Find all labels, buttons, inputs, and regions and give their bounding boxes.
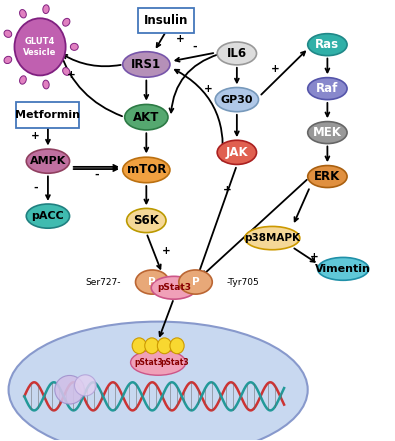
Text: +: + bbox=[223, 185, 231, 195]
Ellipse shape bbox=[123, 157, 170, 183]
Text: +: + bbox=[204, 84, 213, 93]
Ellipse shape bbox=[308, 122, 347, 144]
Circle shape bbox=[145, 338, 159, 354]
Text: +: + bbox=[175, 34, 184, 45]
Ellipse shape bbox=[43, 5, 49, 14]
Ellipse shape bbox=[63, 19, 70, 26]
Ellipse shape bbox=[4, 56, 12, 64]
Text: -: - bbox=[95, 169, 100, 179]
Text: pStat3: pStat3 bbox=[157, 283, 191, 292]
Text: +: + bbox=[271, 64, 279, 74]
Ellipse shape bbox=[131, 350, 186, 375]
Ellipse shape bbox=[26, 204, 70, 228]
Ellipse shape bbox=[135, 270, 169, 294]
Text: +: + bbox=[66, 71, 75, 80]
Ellipse shape bbox=[179, 270, 212, 294]
Text: Insulin: Insulin bbox=[144, 14, 188, 27]
Text: -Tyr705: -Tyr705 bbox=[227, 277, 260, 287]
Ellipse shape bbox=[127, 209, 166, 232]
Text: pStat3: pStat3 bbox=[160, 358, 189, 367]
Text: -: - bbox=[192, 42, 197, 52]
Ellipse shape bbox=[63, 67, 70, 75]
Ellipse shape bbox=[4, 30, 12, 37]
Circle shape bbox=[15, 18, 66, 75]
Text: Vimentin: Vimentin bbox=[315, 264, 371, 274]
Ellipse shape bbox=[43, 80, 49, 89]
Text: +: + bbox=[162, 246, 170, 256]
Text: IL6: IL6 bbox=[227, 47, 247, 60]
Text: GP30: GP30 bbox=[221, 95, 253, 105]
Text: Ras: Ras bbox=[315, 38, 339, 51]
Text: ERK: ERK bbox=[314, 170, 340, 183]
Ellipse shape bbox=[217, 140, 256, 164]
Circle shape bbox=[157, 338, 171, 354]
Ellipse shape bbox=[151, 277, 197, 299]
Ellipse shape bbox=[308, 165, 347, 187]
Text: S6K: S6K bbox=[134, 214, 159, 227]
Circle shape bbox=[170, 338, 184, 354]
Ellipse shape bbox=[217, 42, 256, 65]
Text: pACC: pACC bbox=[32, 211, 64, 221]
Text: pStat3: pStat3 bbox=[134, 358, 163, 367]
Text: mTOR: mTOR bbox=[127, 164, 166, 176]
Ellipse shape bbox=[123, 52, 170, 77]
Text: -: - bbox=[33, 183, 38, 193]
Ellipse shape bbox=[26, 149, 70, 173]
Ellipse shape bbox=[70, 43, 78, 50]
Ellipse shape bbox=[75, 375, 96, 396]
Text: p38MAPK: p38MAPK bbox=[244, 233, 300, 243]
Ellipse shape bbox=[20, 76, 26, 84]
Text: AKT: AKT bbox=[133, 111, 160, 123]
Text: Metformin: Metformin bbox=[15, 110, 81, 120]
Text: IRS1: IRS1 bbox=[131, 58, 162, 71]
FancyBboxPatch shape bbox=[17, 102, 79, 128]
Text: +: + bbox=[310, 251, 318, 262]
Ellipse shape bbox=[308, 34, 347, 56]
Ellipse shape bbox=[245, 226, 300, 250]
Ellipse shape bbox=[55, 375, 85, 404]
Ellipse shape bbox=[318, 258, 369, 280]
Text: +: + bbox=[31, 131, 40, 141]
FancyBboxPatch shape bbox=[139, 8, 194, 33]
Ellipse shape bbox=[20, 10, 26, 18]
Circle shape bbox=[132, 338, 146, 354]
Text: Ser727-: Ser727- bbox=[85, 277, 121, 287]
Text: JAK: JAK bbox=[226, 146, 248, 159]
Ellipse shape bbox=[308, 78, 347, 100]
Text: Raf: Raf bbox=[316, 82, 339, 95]
Ellipse shape bbox=[9, 321, 308, 441]
Text: MEK: MEK bbox=[313, 126, 342, 139]
Ellipse shape bbox=[215, 87, 258, 112]
Text: GLUT4
Vesicle: GLUT4 Vesicle bbox=[23, 37, 57, 56]
Text: P: P bbox=[149, 277, 156, 287]
Ellipse shape bbox=[125, 105, 168, 130]
Text: P: P bbox=[192, 277, 199, 287]
Text: AMPK: AMPK bbox=[30, 156, 66, 166]
